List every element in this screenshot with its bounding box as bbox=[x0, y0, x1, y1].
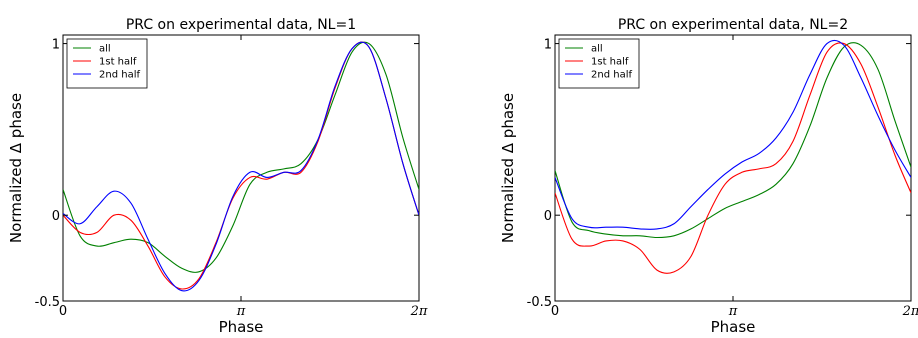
x-tick-label: π bbox=[728, 304, 738, 319]
y-tick-label: 1 bbox=[544, 38, 552, 53]
legend-box bbox=[66, 38, 148, 89]
y-axis-label: Normalized Δ phase bbox=[7, 93, 25, 243]
y-tick-label: 0 bbox=[52, 209, 60, 224]
series-lines bbox=[63, 41, 419, 292]
series-line-2 bbox=[555, 42, 911, 274]
legend-label-2: 1st half bbox=[591, 57, 629, 68]
x-tick-label: π bbox=[236, 304, 246, 319]
y-tick-label: 0 bbox=[544, 209, 552, 224]
x-axis-label: Phase bbox=[219, 318, 264, 336]
legend-label-2: 1st half bbox=[99, 57, 137, 68]
legend-label-3: 2nd half bbox=[99, 70, 140, 81]
series-line-3 bbox=[63, 41, 419, 292]
y-tick-label: -0.5 bbox=[35, 295, 60, 310]
chart-title: PRC on experimental data, NL=1 bbox=[126, 17, 356, 33]
y-axis-label: Normalized Δ phase bbox=[499, 93, 517, 243]
y-tick-label: 1 bbox=[52, 38, 60, 53]
series-line-3 bbox=[555, 39, 911, 230]
legend-label-3: 2nd half bbox=[591, 70, 632, 81]
y-tick-label: -0.5 bbox=[527, 295, 552, 310]
chart-title: PRC on experimental data, NL=2 bbox=[618, 17, 848, 33]
legend-box bbox=[558, 38, 640, 89]
legend-label-1: all bbox=[99, 44, 111, 55]
x-tick-label: 2π bbox=[410, 304, 428, 319]
series-lines bbox=[555, 39, 911, 274]
series-line-1 bbox=[555, 42, 911, 239]
x-axis-label: Phase bbox=[711, 318, 756, 336]
x-tick-label: 0 bbox=[59, 304, 67, 319]
x-tick-label: 0 bbox=[551, 304, 559, 319]
x-tick-label: 2π bbox=[902, 304, 918, 319]
legend-label-1: all bbox=[591, 44, 603, 55]
